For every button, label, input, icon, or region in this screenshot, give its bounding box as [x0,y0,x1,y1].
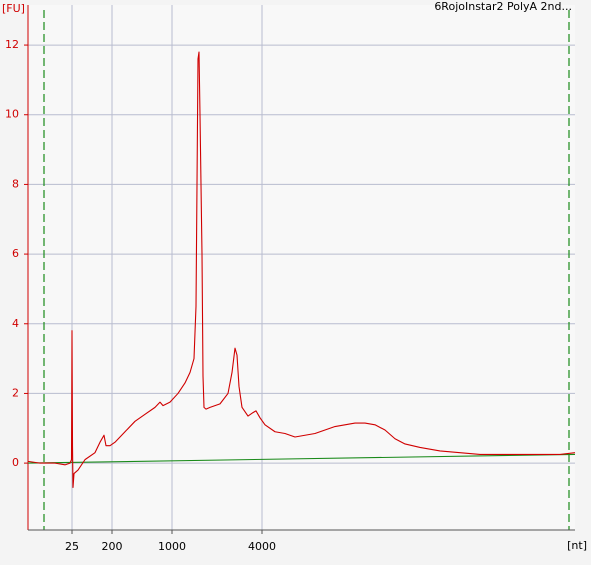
chart-title: 6RojoInstar2 PolyA 2nd... [434,0,572,13]
x-tick-label: 25 [65,540,79,553]
y-tick-label: 10 [5,108,19,121]
y-tick-label: 0 [12,456,19,469]
y-tick-label: 12 [5,38,19,51]
y-unit: [FU] [2,2,25,15]
plot-area [28,5,575,530]
y-tick-label: 2 [12,386,19,399]
series-line [27,51,576,489]
y-tick-label: 8 [12,177,19,190]
series-line [27,453,576,464]
x-tick-label: 4000 [248,540,276,553]
x-unit: [nt] [567,539,587,552]
y-tick-label: 4 [12,317,19,330]
y-tick-label: 6 [12,247,19,260]
x-tick-label: 200 [102,540,123,553]
x-tick-label: 1000 [158,540,186,553]
